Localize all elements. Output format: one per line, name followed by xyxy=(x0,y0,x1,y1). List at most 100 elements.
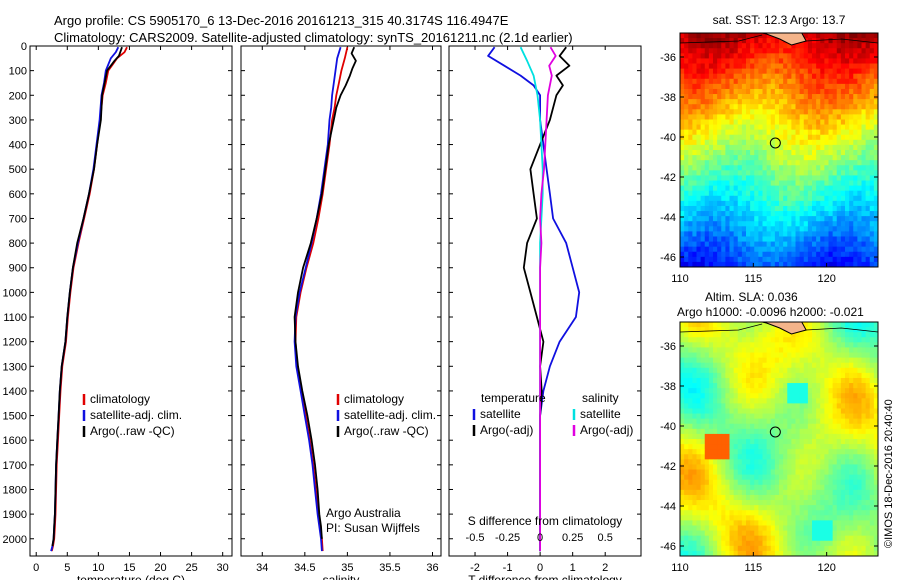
depth-tick-label: 1900 xyxy=(3,509,27,521)
sst_map-cell xyxy=(774,180,780,187)
sst_map-cell xyxy=(807,155,813,161)
sst_map-cell xyxy=(816,114,821,120)
sla_map-cell xyxy=(873,433,879,440)
sla_map-cell xyxy=(684,413,689,420)
sla_map-cell xyxy=(766,352,772,359)
sst_map-cell xyxy=(696,94,702,100)
sst_map-cell xyxy=(684,33,689,39)
difference-profile-panel: -2 -1 0 1 2T difference from climatology-0.5… xyxy=(448,45,642,580)
sla_map-cell xyxy=(787,388,792,394)
sla_map-cell xyxy=(746,474,751,481)
sla_map-cell xyxy=(807,418,813,425)
sla_map-cell xyxy=(688,439,693,445)
sla_map-cell xyxy=(680,464,685,470)
sst_map-cell xyxy=(845,175,850,181)
sst_map-cell xyxy=(791,256,796,263)
sla_map-cell xyxy=(787,444,792,450)
sst_map-cell xyxy=(737,33,743,39)
sst_map-cell xyxy=(820,73,825,80)
sst_map-cell xyxy=(713,43,718,49)
sla_map-cell xyxy=(762,479,768,486)
sla_map-cell xyxy=(725,428,730,435)
sst_map-cell xyxy=(688,155,693,161)
sst_map-cell xyxy=(700,200,706,207)
sla_map-cell xyxy=(861,494,867,501)
sst_map-cell xyxy=(750,160,755,166)
sst_map-cell xyxy=(729,53,735,59)
sst_map-cell xyxy=(721,134,726,141)
sst_map-cell xyxy=(700,109,706,115)
sst_map-cell xyxy=(725,114,730,120)
sst_map-cell xyxy=(700,195,706,202)
sla_map-cell xyxy=(803,322,809,328)
sla_map-cell xyxy=(746,540,751,547)
sst_map-cell xyxy=(700,134,706,141)
sst_map-cell xyxy=(770,165,776,171)
sst_map-cell xyxy=(799,170,805,176)
sla_map-cell xyxy=(787,540,792,547)
sst_map-cell xyxy=(795,180,801,187)
sla_map-cell xyxy=(700,337,706,343)
sla_map-cell xyxy=(807,388,813,394)
sst_map-cell xyxy=(853,78,858,85)
sst_map-cell xyxy=(836,155,842,161)
sla_map-cell xyxy=(700,322,706,328)
sla_map-cell xyxy=(692,408,697,414)
sst_map-cell xyxy=(799,114,805,120)
sst_map-cell xyxy=(754,155,759,161)
sla_map-cell xyxy=(795,398,801,404)
sla_map-cell xyxy=(737,444,743,450)
depth-tick-label: 1200 xyxy=(3,337,27,349)
sla_map-cell xyxy=(766,484,772,491)
sla_map-cell xyxy=(783,347,788,353)
sst_map-cell xyxy=(750,73,755,80)
sla_map-cell xyxy=(725,449,730,455)
sst_map-cell xyxy=(754,78,759,85)
sla_map-cell xyxy=(725,525,730,531)
sst_map-cell xyxy=(812,43,817,49)
sla_map-cell xyxy=(733,352,739,359)
sst_map-cell xyxy=(754,261,759,268)
sst_map-cell xyxy=(688,205,693,212)
sla_map-cell xyxy=(803,484,809,491)
sla_map-cell xyxy=(766,459,772,465)
sst_map-cell xyxy=(799,78,805,85)
sst_map-cell xyxy=(849,119,854,125)
sla_map-cell xyxy=(799,520,805,526)
sst_map-cell xyxy=(725,261,730,268)
sst_map-cell xyxy=(816,226,821,232)
sst_map-cell xyxy=(779,83,784,90)
sst_map-cell xyxy=(762,129,768,136)
sla_map-cell xyxy=(845,545,850,552)
sla_map-cell xyxy=(746,449,751,455)
sst_map-cell xyxy=(746,88,751,95)
sst_map-cell xyxy=(721,109,726,115)
sla_map-cell xyxy=(696,398,702,404)
sla_map-cell xyxy=(799,540,805,547)
sst_map-cell xyxy=(795,195,801,202)
sla_map-cell xyxy=(820,500,825,506)
sla_map-cell xyxy=(845,489,850,496)
sst_map-cell xyxy=(787,195,792,202)
sst_map-cell xyxy=(824,160,829,166)
sla_map-cell xyxy=(741,322,747,328)
sla_map-cell xyxy=(692,413,697,420)
sla_map-cell xyxy=(700,377,706,384)
sst_map-cell xyxy=(799,48,805,54)
sst_map-cell xyxy=(807,211,813,217)
sla_map-cell xyxy=(869,408,875,414)
sst_map-cell xyxy=(853,200,858,207)
sla_map-cell xyxy=(787,500,792,506)
sst_map-cell xyxy=(861,48,867,54)
sst_map-cell xyxy=(721,180,726,187)
sst_map-cell xyxy=(812,58,817,64)
sst_map-cell xyxy=(820,251,825,258)
sst_map-cell xyxy=(725,221,730,227)
sla_map-cell xyxy=(741,388,747,394)
sst_map-cell xyxy=(770,170,776,176)
sla_map-cell xyxy=(700,398,706,404)
sst_map-cell xyxy=(737,226,743,232)
sla_map-cell xyxy=(733,474,739,481)
sla_map-cell xyxy=(779,408,784,414)
sst_map-cell xyxy=(766,236,772,242)
